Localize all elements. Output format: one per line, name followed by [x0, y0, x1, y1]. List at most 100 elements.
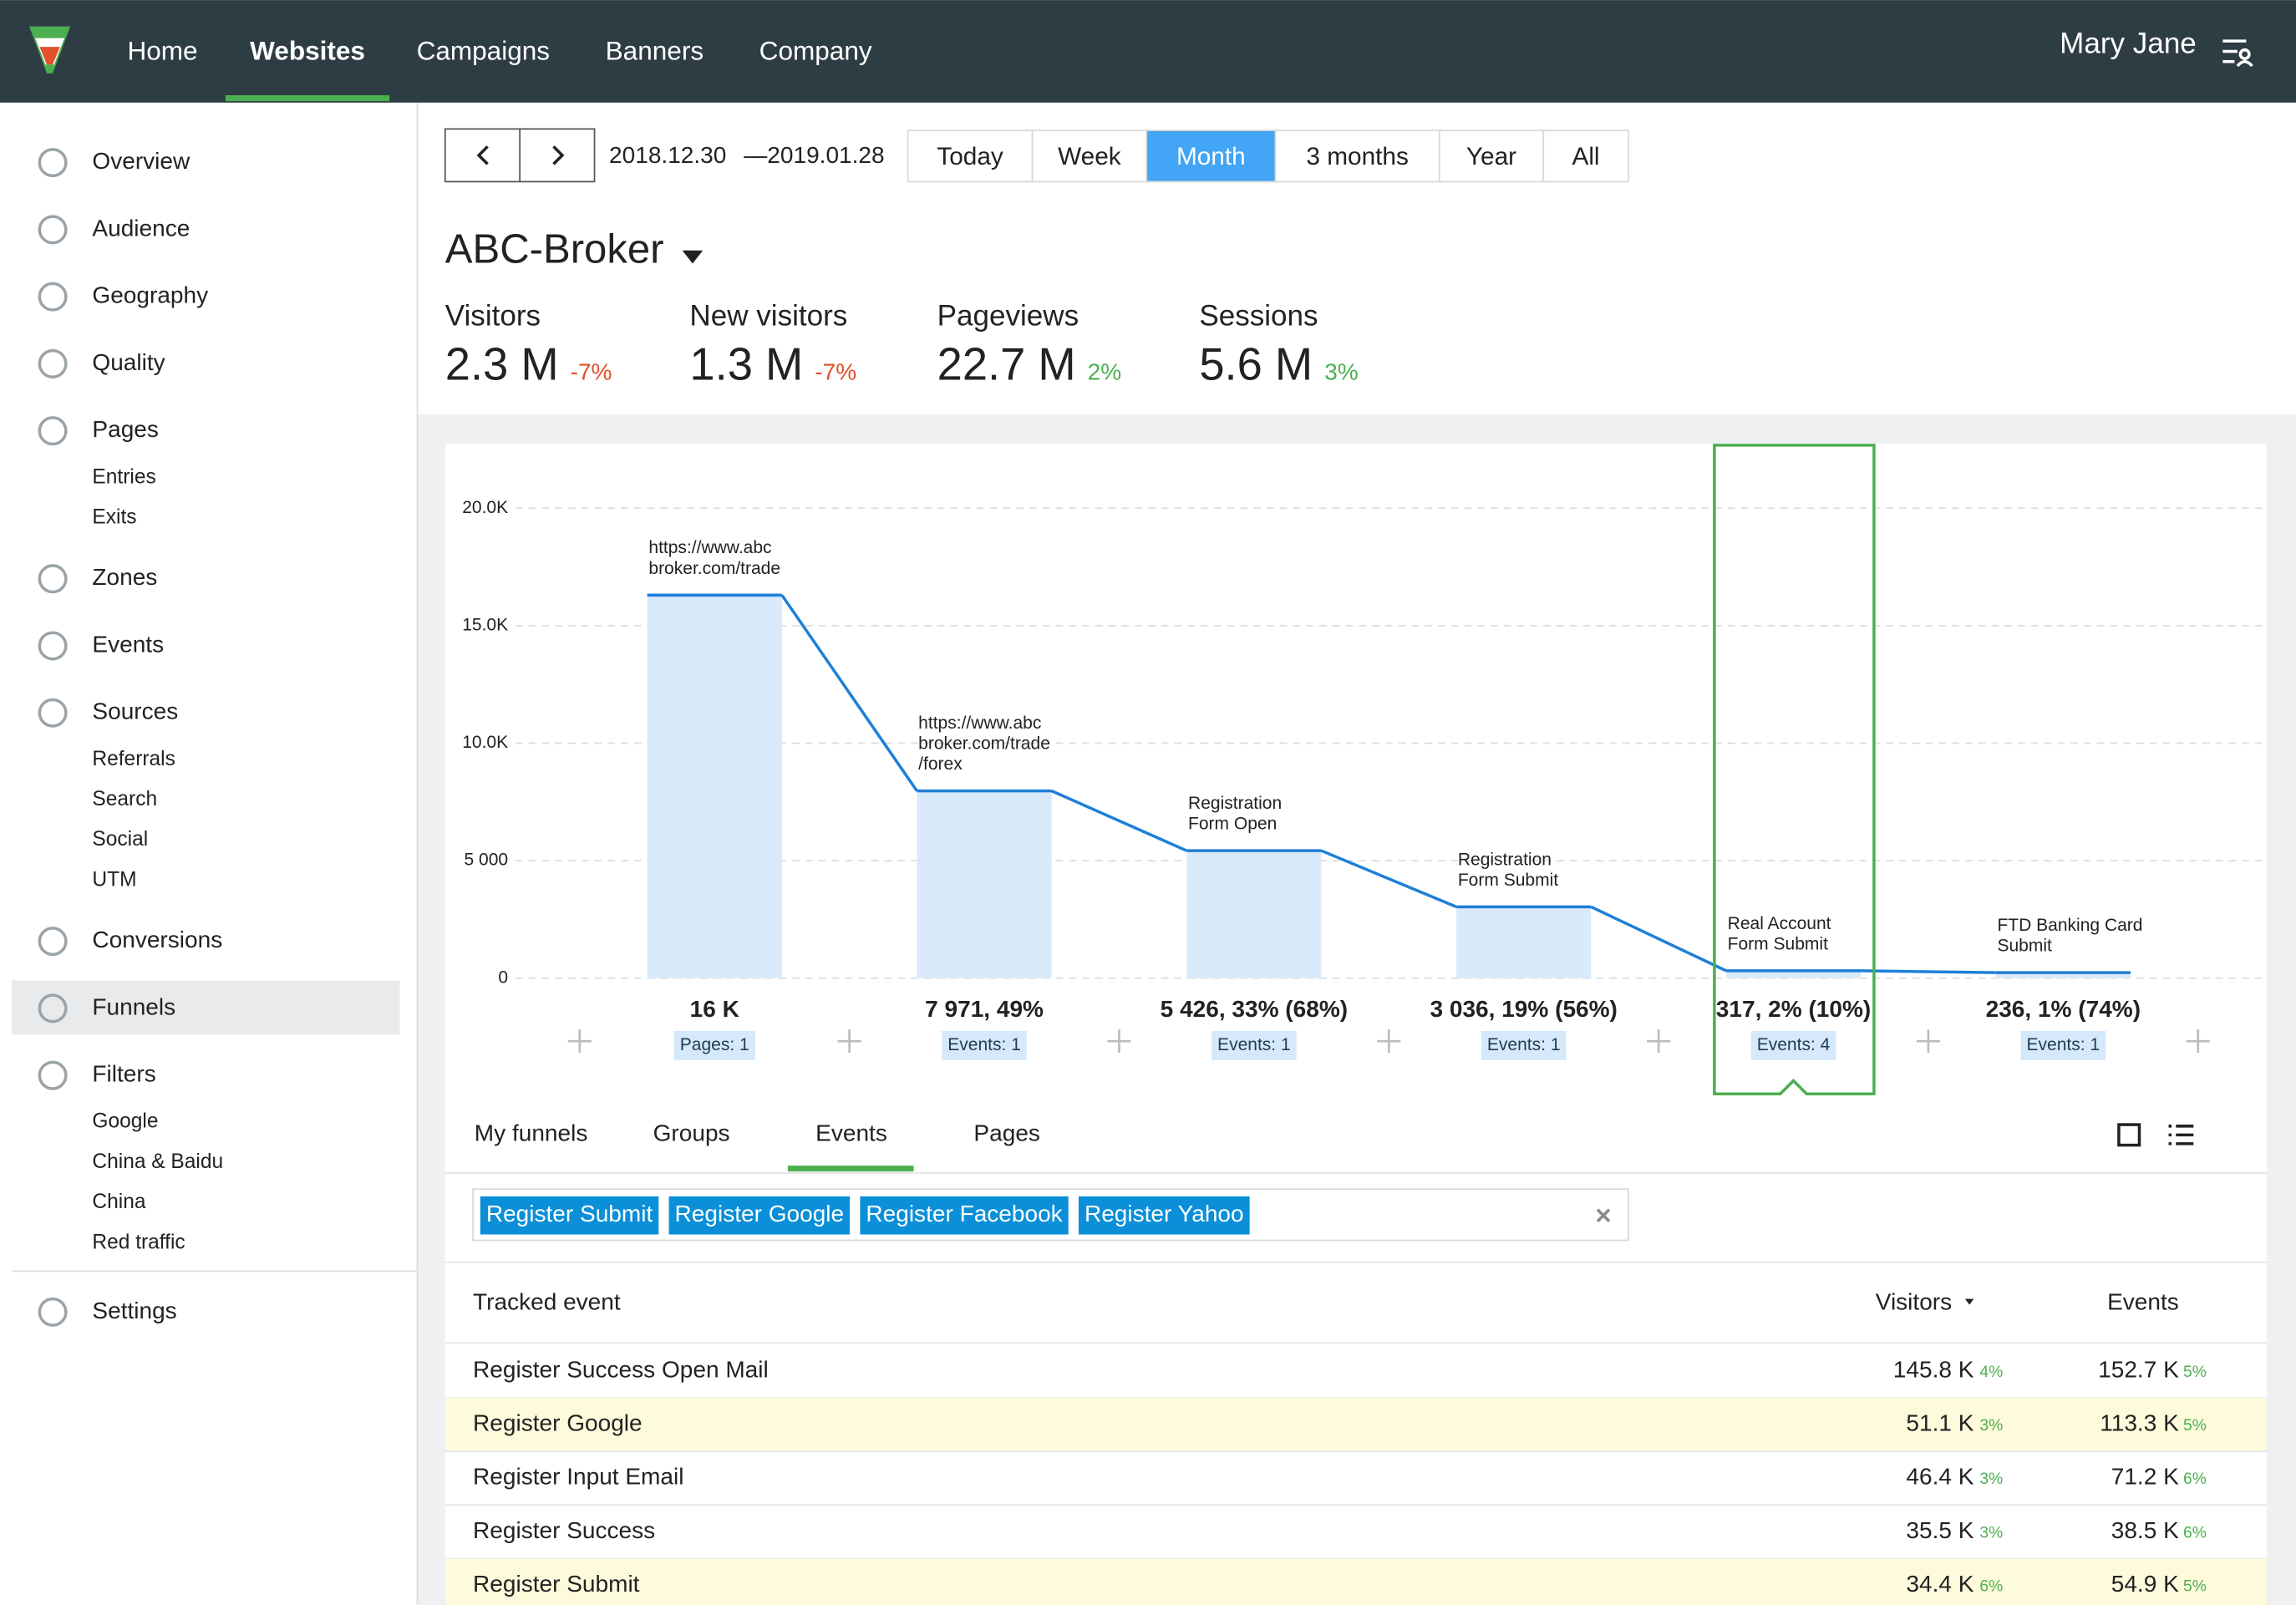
tag[interactable] — [860, 1196, 1069, 1235]
add-step[interactable] — [1916, 1029, 1940, 1054]
sidebar-subitem[interactable]: Referrals — [92, 748, 175, 770]
event-name[interactable]: Register Success — [473, 1517, 655, 1543]
period-label[interactable]: All — [1572, 143, 1599, 170]
nav-item[interactable]: Banners — [606, 36, 704, 66]
period-label[interactable]: Month — [1176, 143, 1246, 170]
tag-label[interactable]: Register Yahoo — [1085, 1201, 1244, 1227]
metric-delta: -7% — [815, 358, 856, 384]
add-step[interactable] — [837, 1029, 861, 1054]
period-label[interactable]: 3 months — [1306, 143, 1408, 170]
nav-item[interactable]: Home — [127, 36, 197, 66]
metric-label: New visitors — [689, 300, 847, 333]
tag[interactable] — [1078, 1196, 1250, 1235]
event-name[interactable]: Register Submit — [473, 1571, 640, 1597]
site-title[interactable]: ABC-Broker — [445, 227, 664, 272]
step-highlight[interactable] — [1713, 444, 1876, 1096]
sidebar-item[interactable]: Audience — [92, 215, 190, 241]
tag-label[interactable]: Register Facebook — [866, 1201, 1063, 1227]
step-label: Registration Form Open — [1188, 794, 1282, 834]
nav-item[interactable]: Websites — [250, 36, 365, 66]
event-name[interactable]: Register Input Email — [473, 1464, 683, 1490]
sidebar-item[interactable]: Funnels — [92, 993, 175, 1019]
next-button[interactable] — [552, 145, 565, 165]
metric-label: Sessions — [1199, 300, 1318, 333]
sidebar-item[interactable]: Quality — [92, 349, 165, 375]
step-badge-label: Events: 1 — [1487, 1035, 1561, 1054]
events-value: 38.5 K — [2111, 1517, 2179, 1543]
tag-label[interactable]: Register Google — [675, 1201, 845, 1227]
column-header[interactable]: Visitors — [1876, 1288, 1952, 1314]
add-step[interactable] — [1377, 1029, 1401, 1054]
sidebar-subitem[interactable]: Entries — [92, 465, 155, 488]
sidebar-item[interactable]: Geography — [92, 282, 208, 308]
clear-tags[interactable] — [1596, 1208, 1611, 1222]
prev-button[interactable] — [476, 145, 489, 165]
sidebar-subitem[interactable]: Red traffic — [92, 1231, 185, 1253]
period-button[interactable] — [1274, 130, 1440, 183]
sidebar-item[interactable]: Zones — [92, 564, 157, 590]
nav-item[interactable]: Company — [759, 36, 872, 66]
sidebar-icon — [38, 1297, 68, 1327]
add-step[interactable] — [1107, 1029, 1131, 1054]
visitors-value: 35.5 K — [1906, 1517, 1973, 1543]
metric-label: Pageviews — [937, 300, 1079, 333]
funnel-bar — [647, 595, 782, 978]
sidebar-icon — [38, 148, 68, 178]
sidebar-subitem[interactable]: Search — [92, 788, 157, 810]
period-button[interactable] — [1438, 130, 1545, 183]
tag-label[interactable]: Register Submit — [486, 1201, 653, 1227]
sidebar-icon — [38, 631, 68, 661]
add-step[interactable] — [567, 1029, 592, 1054]
funnel-connector — [1861, 969, 1996, 974]
tag[interactable] — [668, 1196, 851, 1235]
sidebar-item[interactable]: Sources — [92, 698, 178, 724]
nav-item[interactable]: Campaigns — [417, 36, 551, 66]
tag[interactable] — [480, 1196, 659, 1235]
sidebar-item[interactable]: Overview — [92, 148, 190, 174]
sidebar-item[interactable]: Conversions — [92, 927, 222, 952]
period-button[interactable] — [1145, 130, 1277, 183]
step-badge — [1211, 1030, 1297, 1060]
sidebar-subitem[interactable]: Social — [92, 828, 148, 851]
sidebar-item[interactable]: Settings — [92, 1298, 176, 1323]
column-header: Tracked event — [473, 1288, 621, 1314]
step-badge-label: Events: 4 — [1757, 1035, 1831, 1054]
sidebar-subitem[interactable]: Google — [92, 1110, 158, 1133]
sidebar-selected — [12, 980, 400, 1035]
event-name[interactable]: Register Success Open Mail — [473, 1356, 769, 1382]
sidebar-subitem[interactable]: China & Baidu — [92, 1150, 223, 1173]
funnel-connector — [1590, 905, 1727, 973]
sidebar-item[interactable]: Filters — [92, 1061, 155, 1087]
list-icon[interactable] — [2168, 1125, 2194, 1145]
add-step[interactable] — [2186, 1029, 2210, 1054]
tab[interactable]: Events — [815, 1120, 887, 1146]
period-label[interactable]: Year — [1466, 143, 1516, 170]
site-dropdown[interactable] — [682, 250, 704, 264]
funnel-connector — [1320, 849, 1457, 909]
sidebar-subitem[interactable]: China — [92, 1191, 145, 1213]
period-button[interactable] — [1542, 130, 1629, 183]
user-icon[interactable] — [2222, 39, 2253, 68]
sidebar-item[interactable]: Pages — [92, 416, 158, 442]
metric-delta: -7% — [571, 358, 612, 384]
step-badge-label: Pages: 1 — [680, 1035, 749, 1054]
user-name[interactable]: Mary Jane — [2060, 28, 2197, 60]
visitors-change: 3% — [1979, 1417, 2003, 1435]
event-name[interactable]: Register Google — [473, 1410, 643, 1436]
sidebar-item[interactable]: Events — [92, 631, 164, 657]
period-button[interactable] — [1031, 130, 1148, 183]
tab[interactable]: Groups — [653, 1120, 730, 1146]
period-label[interactable]: Week — [1058, 143, 1121, 170]
visitors-change: 3% — [1979, 1524, 2003, 1542]
value-label: 317, 2% (10%) — [1716, 996, 1871, 1022]
add-step[interactable] — [1647, 1029, 1671, 1054]
tab[interactable]: Pages — [973, 1120, 1039, 1146]
period-label[interactable]: Today — [937, 143, 1003, 170]
sidebar-subitem[interactable]: Exits — [92, 505, 136, 528]
metric-value: 5.6 M — [1199, 338, 1313, 389]
metric-delta: 3% — [1324, 358, 1359, 384]
tab[interactable]: My funnels — [475, 1120, 588, 1146]
save-icon[interactable] — [2117, 1123, 2141, 1147]
sidebar-subitem[interactable]: UTM — [92, 868, 136, 891]
